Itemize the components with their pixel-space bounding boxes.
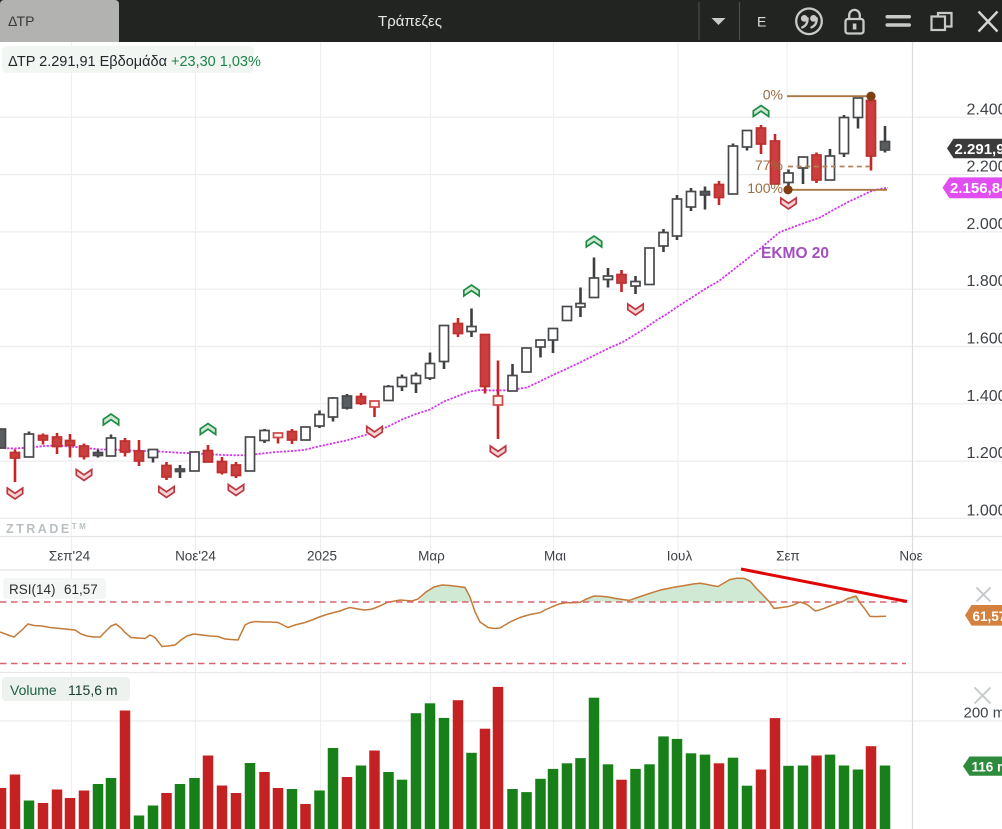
svg-text:200 m: 200 m [964,705,1002,722]
svg-text:77%: 77% [755,157,783,173]
svg-text:ZTRADETM: ZTRADETM [6,522,88,536]
svg-text:1.600: 1.600 [967,331,1002,348]
svg-text:Volume: Volume [10,682,57,698]
svg-text:61,57: 61,57 [973,609,1002,624]
svg-text:ΔΤΡ 2.291,91 Εβδομάδα +23,30: ΔΤΡ 2.291,91 Εβδομάδα +23,30 1,03% [8,54,261,70]
svg-text:1.200: 1.200 [967,445,1002,462]
svg-text:Νοε: Νοε [899,549,922,564]
svg-text:Σεπ: Σεπ [776,549,800,564]
svg-text:E: E [757,14,766,30]
svg-text:2.156,84: 2.156,84 [950,180,1002,197]
svg-text:0%: 0% [763,87,783,103]
svg-text:EKMO 20: EKMO 20 [761,245,829,262]
svg-text:115,6 m: 115,6 m [68,682,118,698]
svg-text:Μαι: Μαι [544,549,566,564]
svg-text:61,57: 61,57 [64,582,98,597]
svg-text:2.000: 2.000 [967,216,1002,233]
svg-text:116 m: 116 m [972,760,1002,775]
svg-text:1.400: 1.400 [967,388,1002,405]
svg-text:2.400: 2.400 [967,101,1002,118]
svg-text:100%: 100% [747,180,783,196]
svg-text:2.200: 2.200 [967,159,1002,176]
svg-text:Σεπ'24: Σεπ'24 [49,549,91,564]
svg-text:Νοε'24: Νοε'24 [175,549,216,564]
svg-text:2025: 2025 [307,549,337,564]
svg-text:2.291,91: 2.291,91 [955,141,1002,158]
svg-text:1.800: 1.800 [967,273,1002,290]
svg-text:Μαρ: Μαρ [418,549,445,564]
svg-text:Ιουλ: Ιουλ [667,549,693,564]
svg-text:1.000: 1.000 [967,502,1002,519]
svg-text:RSI(14): RSI(14) [9,582,56,597]
